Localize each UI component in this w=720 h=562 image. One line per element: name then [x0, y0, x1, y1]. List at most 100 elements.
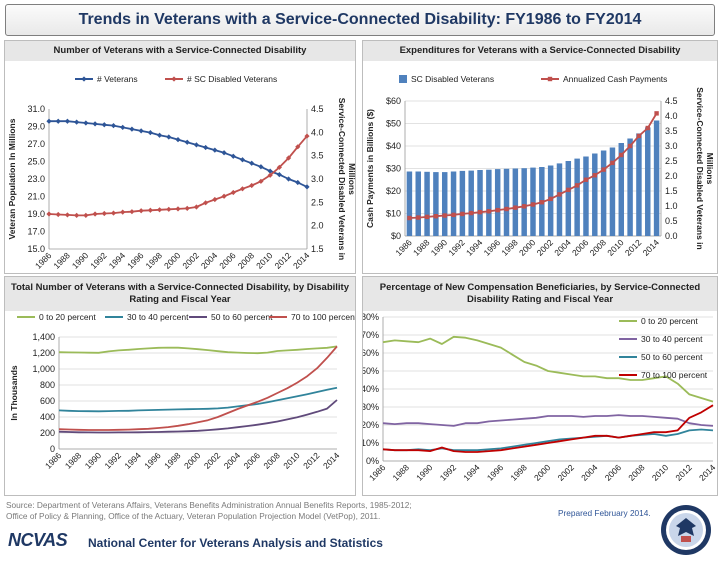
y2-tick-label: 1.5 [311, 244, 324, 254]
y-tick-label: 0 [50, 444, 55, 454]
bar [477, 170, 483, 236]
data-point [64, 212, 71, 218]
chart-4-title: Percentage of New Compensation Beneficia… [363, 277, 717, 311]
x-tick-label: 2002 [535, 237, 556, 258]
chart-4-svg: 80%70%60%50%40%30%20%10%0%19861988199019… [363, 312, 717, 483]
data-point [267, 168, 273, 174]
data-point [416, 215, 421, 220]
y-tick-label: 31.0 [27, 104, 45, 114]
legend-label: 50 to 60 percent [211, 312, 273, 322]
data-point [566, 187, 571, 193]
x-tick-label: 1998 [144, 250, 165, 271]
data-point [285, 176, 292, 182]
x-tick-label: 2012 [273, 250, 294, 271]
data-point [120, 124, 126, 130]
x-tick-label: 1998 [499, 237, 520, 258]
data-point [592, 173, 597, 178]
data-point [460, 211, 465, 217]
panel-expenditures: Expenditures for Veterans with a Service… [362, 40, 718, 274]
y2-tick-label: 2.5 [311, 197, 324, 207]
data-point [424, 214, 430, 220]
x-tick-label: 2004 [579, 462, 600, 483]
legend-label: # SC Disabled Veterans [187, 74, 277, 84]
y-tick-label: $10 [386, 209, 401, 219]
y-tick-label: 25.0 [27, 157, 45, 167]
chart-3-title: Total Number of Veterans with a Service-… [5, 277, 355, 311]
y-tick-label: 15.0 [27, 244, 45, 254]
bar [424, 171, 430, 236]
bar [627, 138, 633, 236]
legend-marker [171, 76, 177, 82]
data-point [83, 212, 89, 218]
data-point [101, 210, 107, 217]
va-seal-icon [661, 505, 711, 555]
y2-tick-label: 2.0 [665, 171, 678, 181]
data-point [175, 137, 181, 143]
y-axis-title: Cash Payments in Billions ($) [365, 109, 375, 228]
y-tick-label: 400 [40, 412, 55, 422]
x-tick-label: 2006 [570, 237, 591, 258]
legend-label: 30 to 40 percent [127, 312, 189, 322]
x-tick-label: 2002 [556, 462, 577, 483]
data-point [513, 205, 518, 210]
x-tick-label: 2006 [217, 250, 238, 271]
page-title: Trends in Veterans with a Service-Connec… [78, 11, 642, 28]
y-tick-label: 60% [363, 348, 379, 358]
bar [415, 171, 421, 236]
series-line [382, 414, 714, 427]
x-tick-label: 2010 [254, 250, 275, 271]
bar [530, 167, 536, 236]
data-point [74, 119, 80, 125]
y2-tick-label: 0.0 [665, 231, 678, 241]
data-point [530, 202, 536, 207]
data-point [495, 207, 500, 213]
x-tick-label: 2010 [650, 462, 671, 483]
data-point [46, 211, 52, 217]
x-tick-label: 1994 [461, 462, 482, 483]
legend-label: 0 to 20 percent [641, 316, 698, 326]
data-point [627, 143, 633, 149]
data-point [619, 152, 624, 158]
y2-tick-label: 2.0 [311, 221, 324, 231]
x-tick-label: 2008 [588, 237, 609, 258]
data-point [504, 206, 509, 212]
bar [512, 168, 519, 236]
source-note: Source: Department of Veterans Affairs, … [6, 500, 526, 522]
y2-tick-label: 1.5 [665, 186, 678, 196]
x-tick-label: 2014 [291, 250, 312, 271]
data-point [276, 164, 282, 170]
bar [609, 147, 616, 236]
y-tick-label: $0 [391, 231, 401, 241]
data-point [55, 118, 61, 124]
data-point [184, 139, 190, 145]
data-point [147, 207, 153, 213]
x-tick-label: 1986 [43, 450, 64, 471]
y-tick-label: 20% [363, 420, 379, 430]
legend-swatch [399, 75, 407, 83]
bar [574, 158, 580, 236]
y-tick-label: $60 [386, 96, 401, 106]
data-point [451, 212, 456, 218]
data-point [557, 192, 562, 197]
series-line [58, 345, 338, 431]
data-point [295, 144, 301, 150]
x-tick-label: 1990 [414, 462, 435, 483]
y2-axis-title: Millions [705, 153, 715, 185]
y-tick-label: 1,200 [32, 348, 55, 358]
data-point [442, 213, 447, 218]
data-point [433, 214, 439, 219]
y-tick-label: 800 [40, 380, 55, 390]
series-line [58, 345, 338, 355]
x-tick-label: 2002 [202, 450, 223, 471]
y-tick-label: 30% [363, 402, 379, 412]
y-tick-label: $30 [386, 164, 401, 174]
series-line [382, 335, 714, 403]
y-tick-label: 0% [366, 456, 379, 466]
bar [565, 161, 572, 236]
x-tick-label: 2008 [261, 450, 282, 471]
bar [653, 120, 660, 236]
data-point [304, 184, 310, 190]
y2-tick-label: 4.0 [665, 111, 678, 121]
data-point [645, 125, 650, 131]
data-point [55, 211, 61, 218]
